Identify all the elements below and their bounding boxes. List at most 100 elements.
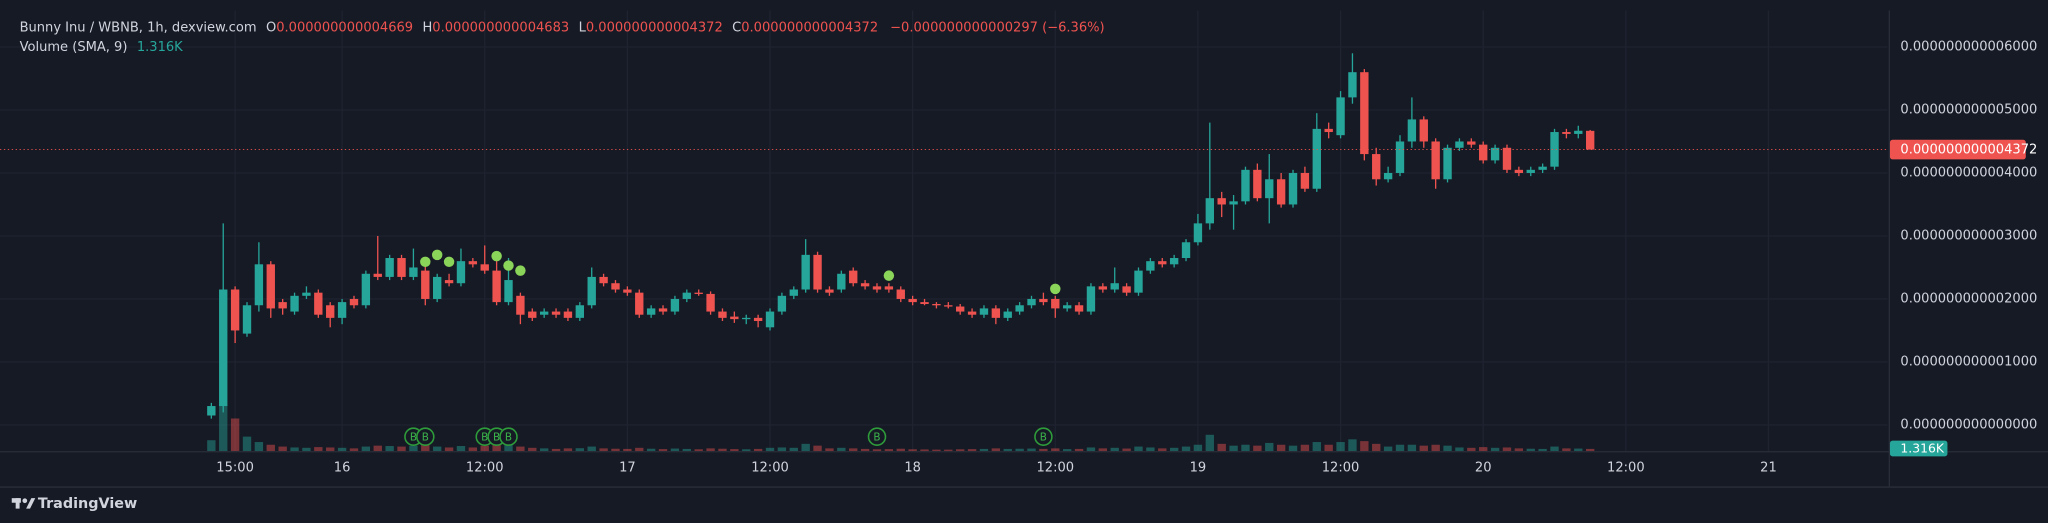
trade-dot xyxy=(883,270,895,281)
candle-body xyxy=(1051,298,1060,309)
tradingview-logo: TradingView xyxy=(11,496,137,512)
candle-body xyxy=(444,280,454,284)
candle-body xyxy=(456,261,466,284)
candle-body xyxy=(1158,261,1167,265)
volume-bar xyxy=(1360,441,1369,452)
candle-body xyxy=(480,264,489,271)
volume-bar xyxy=(801,443,810,452)
candle-body xyxy=(932,304,941,306)
candle-body xyxy=(1193,223,1203,243)
candle-body xyxy=(1443,147,1452,180)
candle-body xyxy=(860,283,870,287)
y-tick-label: 0.000000000001000 xyxy=(1900,354,2037,369)
volume-bar xyxy=(742,449,751,452)
buy-marker-label: B xyxy=(481,431,488,443)
volume-bar xyxy=(1479,447,1488,452)
candle-body xyxy=(789,289,798,296)
y-tick-label: 0.000000000000000 xyxy=(1900,417,2037,432)
volume-bar xyxy=(1586,448,1595,452)
volume-bar xyxy=(670,448,680,452)
open-value: 0.000000000004669 xyxy=(276,20,413,35)
candle-body xyxy=(837,273,846,290)
volume-bar xyxy=(635,447,644,452)
candle-body xyxy=(397,258,406,277)
candle-body xyxy=(278,302,287,309)
candle-body xyxy=(1003,311,1012,318)
candle-body xyxy=(1110,283,1119,290)
volume-bar xyxy=(1027,448,1036,452)
volume-bar xyxy=(1502,447,1512,452)
candle-body xyxy=(1372,154,1381,180)
trade-dot xyxy=(443,256,455,268)
high-value: 0.000000000004683 xyxy=(432,20,569,35)
candle-body xyxy=(979,308,989,315)
candle-body xyxy=(290,295,299,312)
volume-bar xyxy=(349,448,359,452)
volume-bar xyxy=(1431,444,1440,452)
candle-body xyxy=(991,308,1001,318)
volume-bar xyxy=(1122,448,1131,452)
candle-body xyxy=(1407,119,1417,142)
candle-body xyxy=(1134,270,1143,293)
low-name: L xyxy=(579,20,587,35)
volume-bar xyxy=(1455,447,1464,452)
volume-bar xyxy=(290,447,299,452)
volume-bar xyxy=(242,436,252,452)
candle-body xyxy=(658,308,668,312)
volume-bar xyxy=(706,448,715,452)
volume-bar xyxy=(421,444,430,452)
change-value: −0.000000000000297 xyxy=(890,20,1038,35)
volume-bar xyxy=(1467,447,1476,452)
candle-body xyxy=(349,298,359,306)
candle-body xyxy=(492,270,501,303)
candle-body xyxy=(956,306,965,312)
candle-body xyxy=(1146,261,1155,271)
volume-bar xyxy=(956,449,965,452)
candle-body xyxy=(896,289,905,299)
x-tick-label: 12:00 xyxy=(1322,461,1360,476)
volume-bar xyxy=(1443,445,1452,452)
x-tick-label: 20 xyxy=(1475,461,1492,476)
candle-body xyxy=(207,406,216,416)
candle-body xyxy=(219,289,228,407)
volume-bar xyxy=(753,448,763,452)
y-tick-label: 0.000000000003000 xyxy=(1900,228,2037,243)
change-percent: (−6.36%) xyxy=(1042,20,1105,35)
volume-bar xyxy=(337,447,347,452)
volume-bar xyxy=(979,448,989,452)
volume-bar xyxy=(1574,448,1583,452)
candle-body xyxy=(1276,179,1286,205)
x-tick-label: 18 xyxy=(904,461,921,476)
candle-body xyxy=(504,280,513,303)
last-price-label: 0.000000000004372 xyxy=(1900,143,2037,158)
volume-bar xyxy=(302,447,311,452)
candle-body xyxy=(635,292,644,315)
candle-body xyxy=(373,273,382,277)
volume-bar xyxy=(492,444,501,452)
volume-bars xyxy=(207,404,1595,452)
candle-body xyxy=(1395,141,1405,173)
volume-bar xyxy=(314,447,323,452)
x-tick-label: 12:00 xyxy=(1607,461,1645,476)
candle-body xyxy=(421,270,430,299)
candle-body xyxy=(1538,166,1547,170)
candle-body xyxy=(1431,141,1440,180)
candle-body xyxy=(718,311,727,318)
volume-bar xyxy=(849,448,858,452)
candle-body xyxy=(1027,298,1036,306)
candle-body xyxy=(1419,119,1428,142)
volume-bar xyxy=(896,448,905,452)
volume-bar xyxy=(1015,448,1024,452)
candle-body xyxy=(1455,141,1464,148)
candle-body xyxy=(1550,132,1559,167)
trade-dot xyxy=(491,250,502,262)
x-tick-label: 12:00 xyxy=(466,461,504,476)
candle-body xyxy=(908,298,917,303)
volume-bar xyxy=(1098,448,1108,452)
volume-bar xyxy=(1158,448,1167,452)
candles xyxy=(207,53,1595,419)
volume-bar xyxy=(944,449,953,452)
volume-bar xyxy=(528,447,537,452)
buy-marker-label: B xyxy=(873,431,880,443)
candle-body xyxy=(254,264,264,306)
